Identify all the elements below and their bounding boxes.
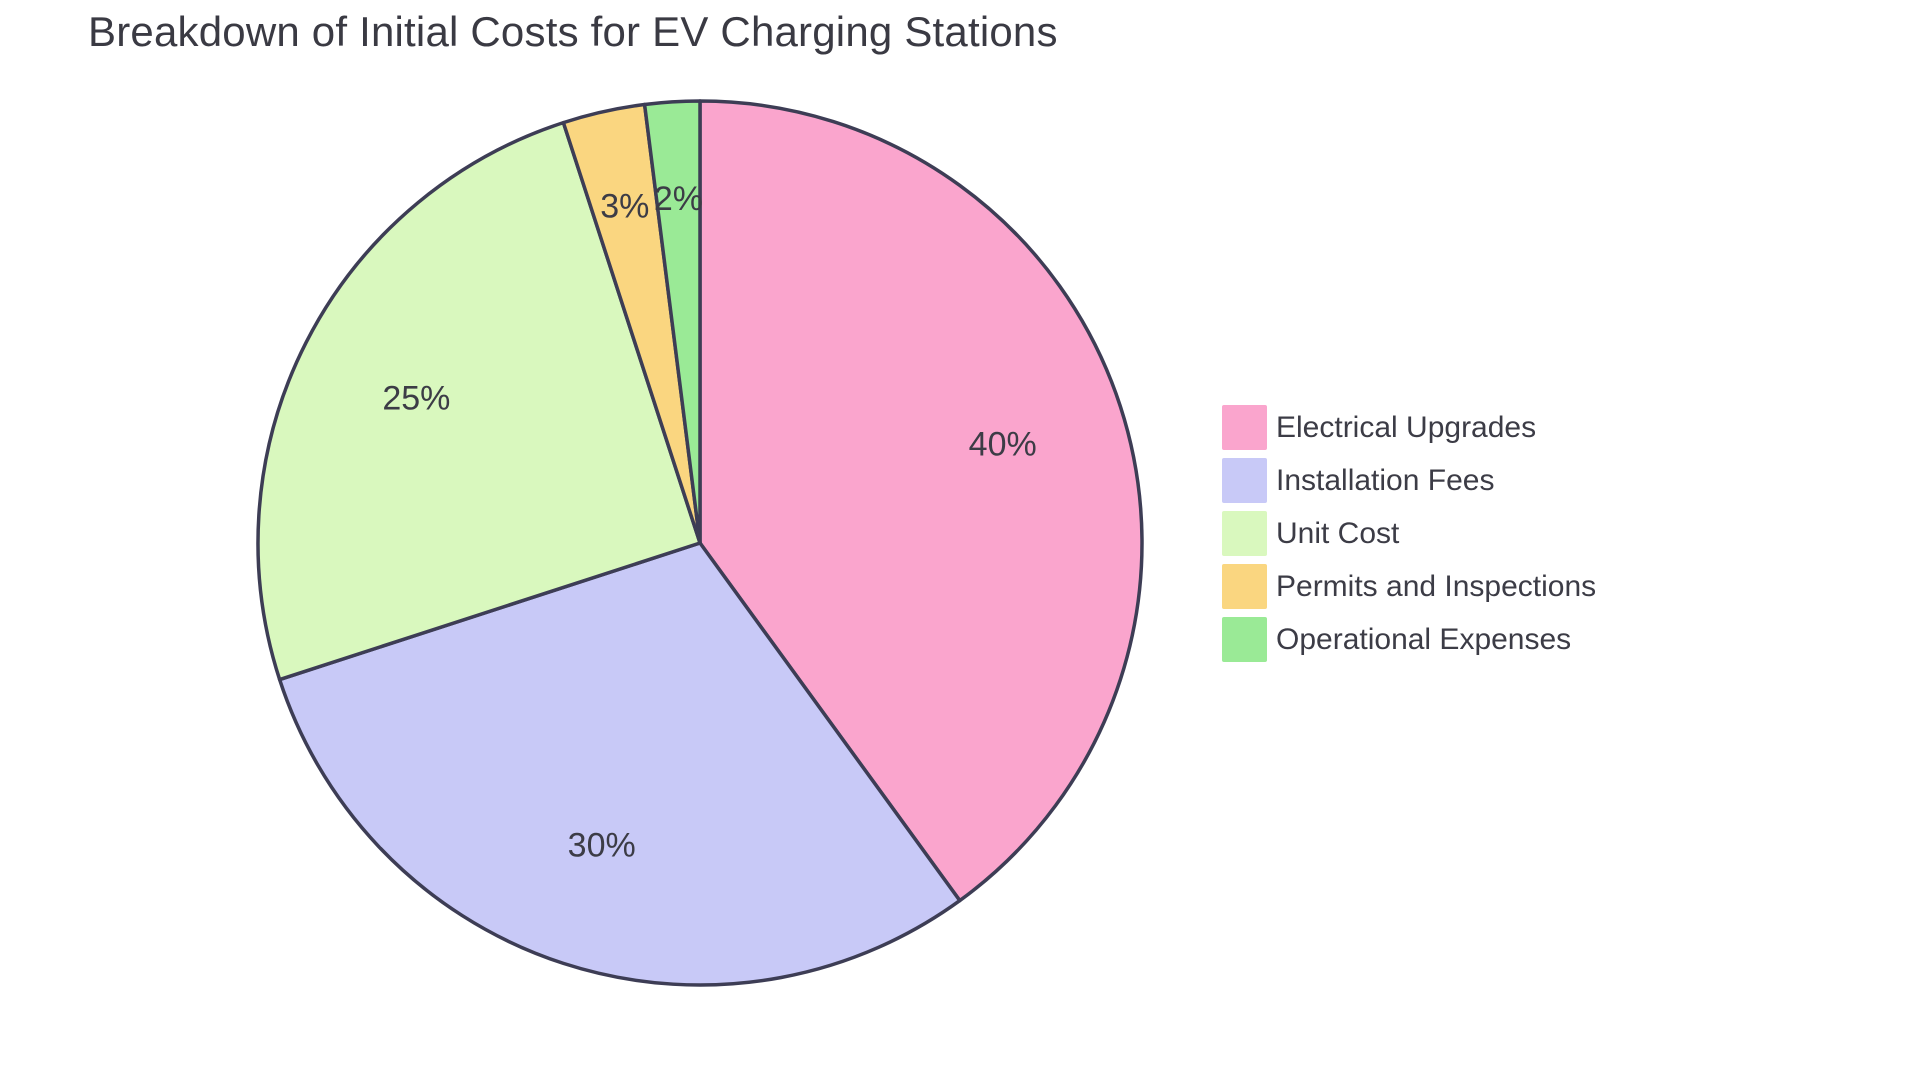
legend-swatch [1222, 511, 1267, 556]
legend-item-unit-cost[interactable]: Unit Cost [1222, 511, 1596, 556]
legend: Electrical Upgrades Installation Fees Un… [1222, 405, 1596, 670]
slice-percentage-label: 30% [568, 827, 636, 865]
legend-label: Electrical Upgrades [1276, 410, 1537, 444]
pie-slice-installation-fees[interactable] [277, 541, 962, 987]
legend-item-permits-and-inspections[interactable]: Permits and Inspections [1222, 564, 1596, 609]
legend-swatch [1222, 617, 1267, 662]
pie-slice-electrical-upgrades[interactable] [698, 99, 1144, 903]
legend-item-installation-fees[interactable]: Installation Fees [1222, 458, 1596, 503]
legend-swatch [1222, 564, 1267, 609]
slice-percentage-label: 3% [600, 188, 649, 226]
legend-swatch [1222, 458, 1267, 503]
chart-title: Breakdown of Initial Costs for EV Chargi… [88, 8, 1058, 55]
legend-label: Permits and Inspections [1276, 569, 1597, 603]
slice-percentage-label: 40% [969, 426, 1037, 464]
legend-swatch [1222, 405, 1267, 450]
slice-percentage-label: 2% [654, 180, 703, 218]
legend-item-operational-expenses[interactable]: Operational Expenses [1222, 617, 1596, 662]
legend-label: Installation Fees [1276, 463, 1495, 497]
legend-label: Operational Expenses [1276, 622, 1572, 656]
legend-item-electrical-upgrades[interactable]: Electrical Upgrades [1222, 405, 1596, 450]
legend-label: Unit Cost [1276, 516, 1400, 550]
slice-percentage-label: 25% [382, 380, 450, 418]
pie-slice-unit-cost[interactable] [256, 120, 702, 682]
pie-slice-operational-expenses[interactable] [642, 99, 702, 545]
